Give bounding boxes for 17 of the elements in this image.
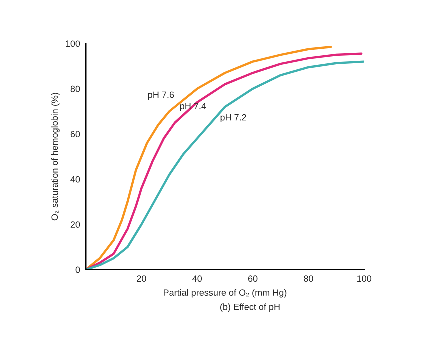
x-tick-label: 40 — [192, 276, 202, 282]
series-label: pH 7.2 — [220, 114, 246, 123]
x-tick-label: 60 — [248, 276, 258, 282]
y-tick-label: 60 — [70, 131, 80, 138]
x-tick-label: 20 — [137, 276, 146, 282]
y-tick-label: 100 — [66, 40, 80, 48]
y-tick-label: 40 — [70, 176, 80, 183]
series-label: pH 7.4 — [180, 103, 206, 112]
x-tick-label: 80 — [304, 276, 314, 282]
x-tick-label: 100 — [358, 276, 372, 282]
series-label: pH 7.6 — [148, 92, 174, 100]
y-tick-label: 0 — [76, 266, 80, 274]
y-tick-label: 80 — [70, 86, 80, 92]
x-axis-title: Partial pressure of O₂ (mm Hg) — [164, 289, 287, 298]
y-tick-label: 20 — [70, 222, 80, 228]
y-axis-title: O₂ saturation of hemoglobin (%) — [51, 93, 60, 221]
text: (b) Effect of pH — [220, 304, 280, 312]
